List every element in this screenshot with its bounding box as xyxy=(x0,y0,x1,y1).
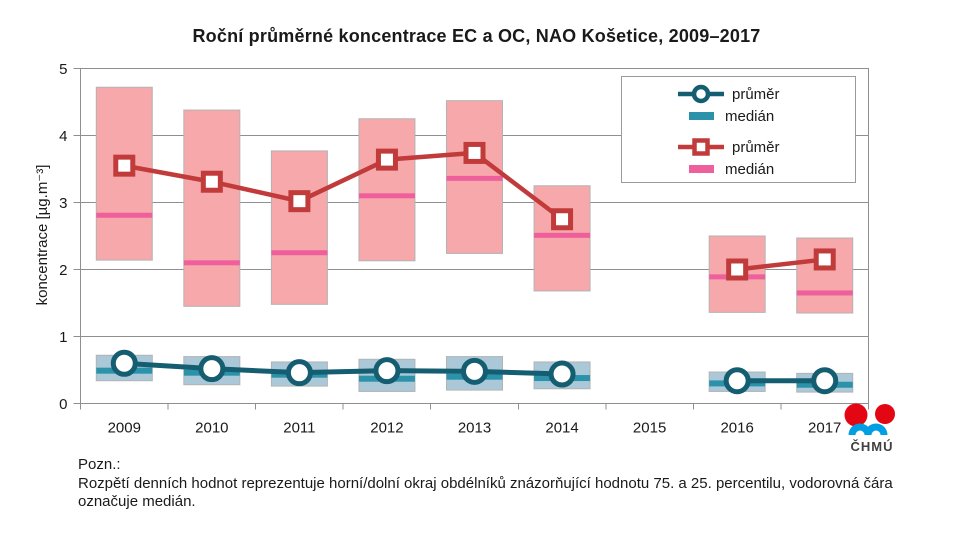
oc-median-line xyxy=(358,193,415,199)
legend-item: průměr xyxy=(677,136,855,158)
oc-median-line xyxy=(534,232,591,238)
oc-mean-marker xyxy=(288,190,311,213)
note-heading: Pozn.: xyxy=(78,456,121,473)
oc-mean-legend-marker-icon xyxy=(678,138,724,156)
chmu-logo-text: ČHMÚ xyxy=(850,439,894,454)
ec-mean-marker xyxy=(723,367,751,395)
legend-label: průměr xyxy=(732,85,780,103)
y-tick-label: 0 xyxy=(59,396,67,413)
y-tick-label: 5 xyxy=(59,61,67,78)
x-tick-label: 2014 xyxy=(545,420,578,437)
oc-median-line xyxy=(96,212,153,218)
chart-title: Roční průměrné koncentrace EC a OC, NAO … xyxy=(192,26,761,46)
legend-label: medián xyxy=(725,107,775,125)
legend: průměr medián průměr medián xyxy=(621,76,856,183)
y-tick-label: 2 xyxy=(59,262,67,279)
oc-mean-marker xyxy=(551,208,574,231)
chmu-logo-icon xyxy=(844,403,895,436)
oc-mean-line xyxy=(123,150,564,222)
ec-mean-marker xyxy=(285,359,313,387)
x-tick-label: 2011 xyxy=(283,420,315,437)
oc-box xyxy=(270,150,328,305)
x-tick-label: 2015 xyxy=(633,420,666,437)
oc-mean-line xyxy=(736,257,825,272)
plot-border xyxy=(80,68,869,404)
ec-mean-marker xyxy=(548,360,576,388)
oc-mean-marker xyxy=(113,154,136,177)
oc-box xyxy=(183,109,241,307)
legend-group-ec: průměr medián xyxy=(677,83,855,127)
x-tick-label: 2017 xyxy=(808,420,841,437)
legend-item: průměr xyxy=(677,83,855,105)
ec-mean-legend-marker-icon xyxy=(678,84,724,104)
x-tick-label: 2010 xyxy=(195,420,228,437)
x-tick-label: 2016 xyxy=(720,420,753,437)
oc-mean-marker xyxy=(200,170,223,193)
ec-mean-marker xyxy=(811,367,839,395)
x-tick-label: 2009 xyxy=(108,420,141,437)
oc-mean-marker xyxy=(463,141,486,164)
legend-item: medián xyxy=(677,105,855,127)
y-tick-label: 1 xyxy=(59,329,67,346)
x-tick-label: 2012 xyxy=(370,420,403,437)
y-axis-title: koncentrace [µg.m⁻³] xyxy=(34,164,51,306)
x-tick-label: 2013 xyxy=(458,420,491,437)
oc-median-line xyxy=(796,290,853,296)
y-tick-label: 3 xyxy=(59,195,67,212)
oc-box xyxy=(358,118,416,262)
note: Pozn.: Rozpětí denních hodnot reprezentu… xyxy=(78,456,926,512)
oc-median-line xyxy=(183,260,240,266)
oc-median-legend-marker-icon xyxy=(689,165,714,173)
ec-mean-marker xyxy=(110,349,138,377)
y-tick-label: 4 xyxy=(59,128,67,145)
legend-item: medián xyxy=(677,158,855,180)
oc-mean-marker xyxy=(375,148,398,171)
ec-mean-line xyxy=(124,360,563,377)
oc-median-line xyxy=(271,250,328,256)
ec-mean-marker xyxy=(198,355,226,383)
oc-median-line xyxy=(446,175,503,181)
note-body: Rozpětí denních hodnot reprezentuje horn… xyxy=(78,474,893,511)
legend-label: průměr xyxy=(732,138,780,156)
ec-mean-marker xyxy=(373,357,401,385)
ec-median-legend-marker-icon xyxy=(689,112,714,120)
oc-box xyxy=(533,185,591,292)
legend-label: medián xyxy=(725,160,775,178)
oc-mean-marker xyxy=(813,248,836,271)
oc-mean-marker xyxy=(726,258,749,281)
chmu-logo: ČHMÚ xyxy=(840,402,904,454)
legend-group-oc: průměr medián xyxy=(677,136,855,180)
ec-mean-marker xyxy=(461,357,488,385)
chart-canvas: 0 1 2 3 4 5 2009 2010 2011 2012 2013 2014 2015 2016 20… xyxy=(59,61,869,437)
